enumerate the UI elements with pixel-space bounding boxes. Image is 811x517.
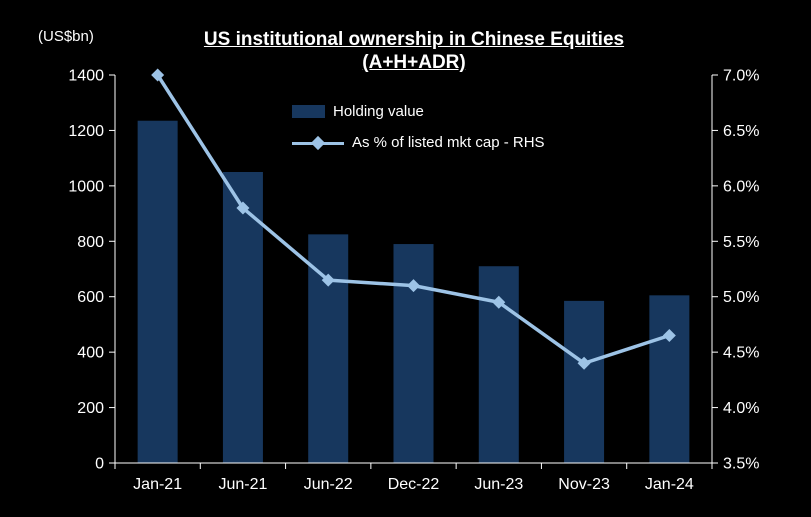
line-marker-Jun-22 [321,273,335,287]
legend: Holding value As % of listed mkt cap - R… [292,103,545,151]
line-marker-Dec-22 [407,279,420,293]
x-axis-tick-label: Jun-22 [304,476,353,493]
right-axis-tick-label: 4.0% [723,400,759,417]
left-axis-tick-label: 200 [77,400,104,417]
right-axis-tick-label: 7.0% [723,68,759,85]
bar-Jun-23 [478,266,519,463]
legend-item-pct-mkt-cap: As % of listed mkt cap - RHS [292,134,545,151]
x-axis-tick-label: Jan-24 [645,476,694,493]
legend-label-holding-value: Holding value [333,103,424,120]
bar-swatch-icon [292,105,325,118]
left-axis-tick-label: 1200 [68,123,104,140]
left-axis-tick-label: 0 [95,456,104,473]
line-marker-Jan-21 [151,68,165,82]
right-axis-tick-label: 5.5% [723,234,759,251]
bar-Jun-22 [308,234,349,463]
bar-Nov-23 [564,300,605,463]
left-axis-tick-label: 400 [77,345,104,362]
left-axis-tick-label: 1000 [68,178,104,195]
right-axis-tick-label: 6.0% [723,178,759,195]
right-axis-tick-label: 5.0% [723,289,759,306]
left-axis-tick-label: 600 [77,289,104,306]
x-axis-tick-label: Jan-21 [133,476,182,493]
line-marker-Jan-24 [662,329,676,343]
legend-label-pct-mkt-cap: As % of listed mkt cap - RHS [352,134,545,151]
x-axis-tick-label: Nov-23 [558,476,610,493]
chart-title-line1: US institutional ownership in Chinese Eq… [203,29,625,50]
bar-Jan-24 [649,295,690,463]
line-marker-Jun-23 [492,295,506,309]
x-axis-tick-label: Jun-23 [474,476,523,493]
line-marker-Nov-23 [577,356,591,370]
chart-title: US institutional ownership in Chinese Eq… [115,28,713,74]
x-axis-tick-label: Dec-22 [388,476,440,493]
line-swatch-icon [292,135,344,150]
left-axis-tick-label: 1400 [68,68,104,85]
chart-title-line2: (A+H+ADR) [362,52,466,73]
x-axis-tick-label: Jun-21 [218,476,267,493]
line-marker-Jun-21 [236,201,250,215]
bar-Jun-21 [222,172,263,463]
bar-Dec-22 [393,244,434,463]
bar-Jan-21 [137,120,178,463]
y-axis-units-label: (US$bn) [38,28,94,45]
right-axis-tick-label: 6.5% [723,123,759,140]
legend-item-holding-value: Holding value [292,103,545,120]
left-axis-tick-label: 800 [77,234,104,251]
right-axis-tick-label: 4.5% [723,345,759,362]
right-axis-tick-label: 3.5% [723,456,759,473]
